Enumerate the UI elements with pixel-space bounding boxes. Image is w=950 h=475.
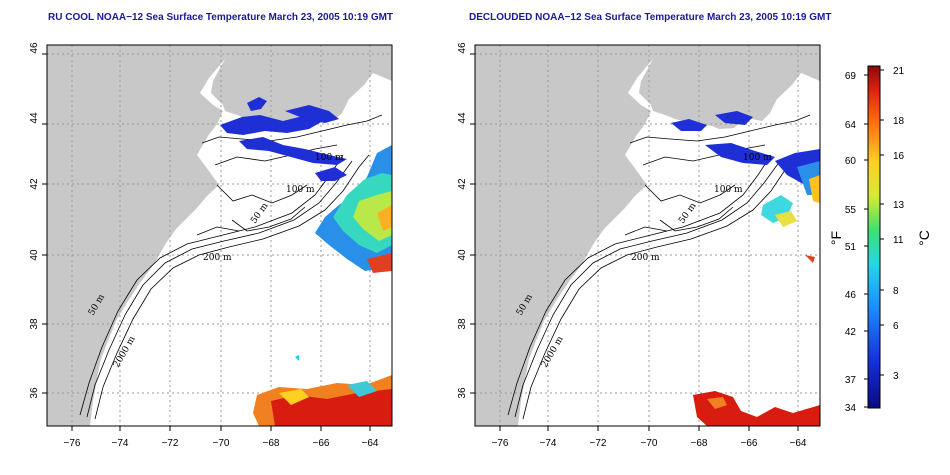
- celsius-ticks: [880, 69, 884, 376]
- left-y-axis: [42, 53, 47, 394]
- svg-text:13: 13: [893, 200, 905, 211]
- x-tick-label: −64: [362, 438, 379, 449]
- svg-text:21: 21: [893, 66, 905, 77]
- left-map-title: RU COOL NOAA−12 Sea Surface Temperature …: [48, 12, 394, 23]
- left-x-axis: [71, 426, 371, 431]
- right-x-tick-labels: −76 −74 −72 −70 −68 −66 −64: [492, 438, 807, 449]
- y-tick-label: 36: [29, 387, 40, 399]
- y-tick-label: 40: [29, 249, 40, 261]
- right-map-title: DECLOUDED NOAA−12 Sea Surface Temperatur…: [469, 12, 832, 23]
- x-tick-label: −76: [492, 438, 509, 449]
- x-tick-label: −74: [112, 438, 129, 449]
- svg-text:51: 51: [845, 242, 857, 253]
- svg-text:60: 60: [845, 156, 857, 167]
- y-tick-label: 46: [29, 42, 40, 54]
- right-map-panel: 100 m 100 m 50 m 200 m 50 m 2000 m 46 44…: [457, 42, 821, 449]
- svg-text:55: 55: [845, 205, 857, 216]
- y-tick-label: 38: [457, 318, 468, 330]
- right-y-tick-labels: 46 44 42 40 38 36: [457, 42, 468, 399]
- svg-text:46: 46: [845, 290, 857, 301]
- left-x-tick-labels: −76 −74 −72 −70 −68 −66 −64: [64, 438, 379, 449]
- svg-text:16: 16: [893, 151, 905, 162]
- x-tick-label: −76: [64, 438, 81, 449]
- svg-text:69: 69: [845, 71, 857, 82]
- colorbar: 69 64 60 55 51 46 42 37 34 21 18 16 13 1…: [828, 65, 932, 414]
- fahrenheit-tick-labels: 69 64 60 55 51 46 42 37 34: [845, 71, 857, 414]
- y-tick-label: 44: [29, 112, 40, 124]
- right-x-axis: [499, 426, 799, 431]
- svg-text:100 m: 100 m: [315, 153, 344, 163]
- left-y-tick-labels: 46 44 42 40 38 36: [29, 42, 40, 399]
- x-tick-label: −68: [691, 438, 708, 449]
- fahrenheit-unit-label: °F: [828, 231, 844, 245]
- svg-text:37: 37: [845, 375, 857, 386]
- svg-text:200 m: 200 m: [203, 253, 232, 263]
- y-tick-label: 44: [457, 112, 468, 124]
- x-tick-label: −70: [641, 438, 658, 449]
- left-map-panel: 100 m 100 m 50 m 200 m 50 m 2000 m 46 44…: [29, 42, 393, 449]
- svg-text:100 m: 100 m: [714, 185, 743, 195]
- svg-text:100 m: 100 m: [286, 185, 315, 195]
- x-tick-label: −64: [790, 438, 807, 449]
- colorbar-gradient: [867, 65, 881, 409]
- celsius-tick-labels: 21 18 16 13 11 8 6 3: [893, 66, 905, 382]
- fahrenheit-ticks: [864, 74, 868, 408]
- svg-text:11: 11: [893, 235, 904, 246]
- y-tick-label: 42: [457, 178, 468, 190]
- svg-text:34: 34: [845, 403, 857, 414]
- y-tick-label: 36: [457, 387, 468, 399]
- y-tick-label: 46: [457, 42, 468, 54]
- svg-text:42: 42: [845, 327, 857, 338]
- right-y-axis: [470, 53, 475, 394]
- x-tick-label: −66: [313, 438, 330, 449]
- x-tick-label: −72: [162, 438, 179, 449]
- y-tick-label: 40: [457, 249, 468, 261]
- svg-text:8: 8: [893, 286, 899, 297]
- x-tick-label: −66: [741, 438, 758, 449]
- svg-text:18: 18: [893, 116, 905, 127]
- svg-text:100 m: 100 m: [743, 153, 772, 163]
- right-map-frame: [474, 44, 821, 427]
- x-tick-label: −72: [590, 438, 607, 449]
- x-tick-label: −68: [263, 438, 280, 449]
- x-tick-label: −74: [540, 438, 557, 449]
- celsius-unit-label: °C: [916, 230, 932, 246]
- svg-text:64: 64: [845, 120, 857, 131]
- svg-text:3: 3: [893, 371, 899, 382]
- x-tick-label: −70: [213, 438, 230, 449]
- y-tick-label: 38: [29, 318, 40, 330]
- svg-text:6: 6: [893, 321, 899, 332]
- y-tick-label: 42: [29, 178, 40, 190]
- svg-text:200 m: 200 m: [631, 253, 660, 263]
- left-map-frame: [46, 44, 393, 427]
